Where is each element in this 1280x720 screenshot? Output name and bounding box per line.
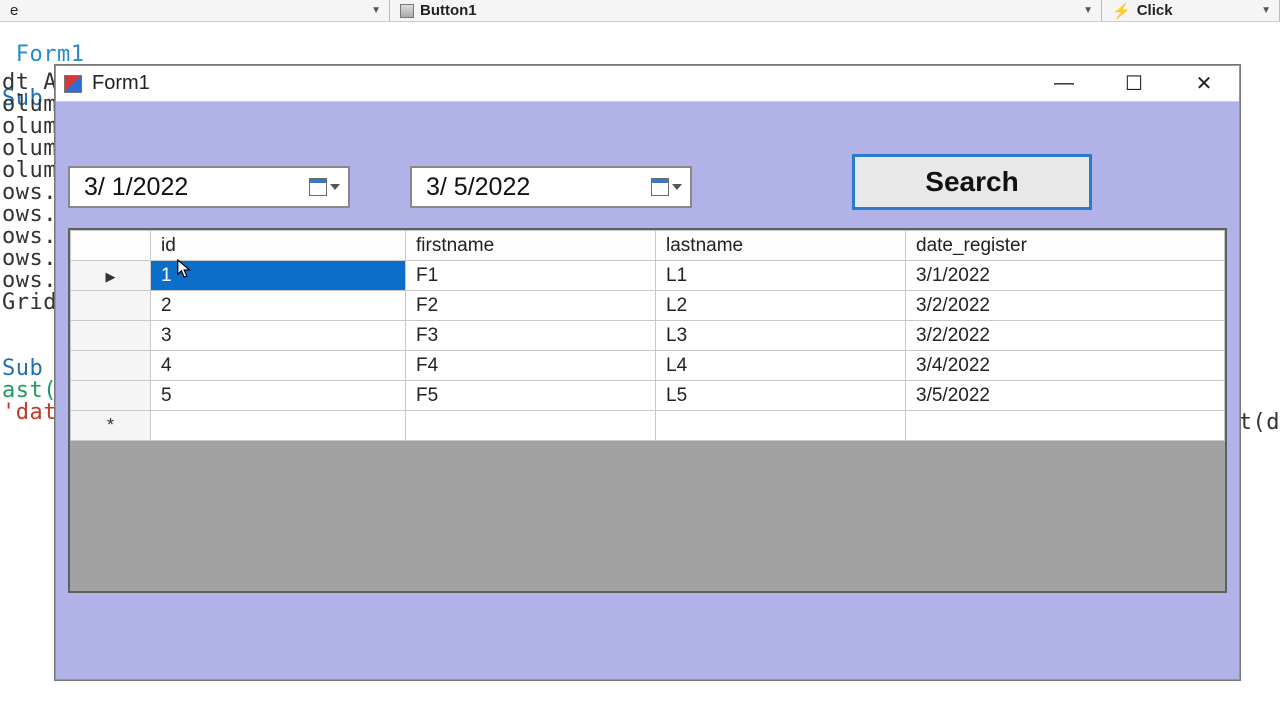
cell-date[interactable]: 3/2/2022 — [906, 321, 1225, 351]
chevron-down-icon: ▼ — [371, 5, 381, 16]
chevron-down-icon — [672, 184, 682, 190]
table-row[interactable]: 1F1L13/1/2022 — [71, 261, 1225, 291]
calendar-icon — [651, 178, 669, 196]
event-selector-text: Click — [1137, 2, 1173, 19]
member-selector-text: Button1 — [420, 2, 477, 19]
form-window: Form1 — ☐ ✕ 3/ 1/2022 3/ 5/2022 — [55, 65, 1240, 680]
lightning-icon: ⚡ — [1112, 2, 1131, 20]
date-from-value: 3/ 1/2022 — [84, 173, 188, 202]
chevron-down-icon: ▼ — [1083, 5, 1093, 16]
maximize-button[interactable]: ☐ — [1099, 66, 1169, 101]
titlebar[interactable]: Form1 — ☐ ✕ — [56, 66, 1239, 102]
cell-firstname[interactable]: F3 — [406, 321, 656, 351]
row-header[interactable] — [71, 351, 151, 381]
close-button[interactable]: ✕ — [1169, 66, 1239, 101]
cell-lastname[interactable]: L3 — [656, 321, 906, 351]
cell-id[interactable]: 1 — [151, 261, 406, 291]
row-header-corner — [71, 231, 151, 261]
window-title: Form1 — [92, 72, 150, 95]
form-body: 3/ 1/2022 3/ 5/2022 Search — [56, 102, 1239, 679]
row-header[interactable] — [71, 321, 151, 351]
table-row[interactable]: 5F5L53/5/2022 — [71, 381, 1225, 411]
row-header[interactable] — [71, 381, 151, 411]
code-classname: Form1 — [2, 42, 84, 67]
date-from-picker[interactable]: 3/ 1/2022 — [68, 166, 350, 208]
chevron-down-icon — [330, 184, 340, 190]
search-button[interactable]: Search — [852, 154, 1092, 210]
cell-id[interactable]: 3 — [151, 321, 406, 351]
date-to-value: 3/ 5/2022 — [426, 173, 530, 202]
search-button-label: Search — [925, 166, 1018, 198]
cell-lastname[interactable]: L5 — [656, 381, 906, 411]
ide-toolbar: e ▼ Button1 ▼ ⚡ Click ▼ — [0, 0, 1280, 22]
cell-date[interactable]: 3/4/2022 — [906, 351, 1225, 381]
cell-firstname[interactable]: F2 — [406, 291, 656, 321]
calendar-icon — [309, 178, 327, 196]
datagrid[interactable]: id firstname lastname date_register 1F1L… — [68, 228, 1227, 593]
datagrid-empty-area — [70, 441, 1225, 591]
class-selector-text: e — [10, 2, 18, 19]
code-right-fragment: t(d — [1239, 412, 1280, 434]
cell-id[interactable]: 2 — [151, 291, 406, 321]
cell-lastname[interactable]: L4 — [656, 351, 906, 381]
minimize-button[interactable]: — — [1029, 66, 1099, 101]
cell-firstname[interactable]: F5 — [406, 381, 656, 411]
table-row[interactable]: 2F2L23/2/2022 — [71, 291, 1225, 321]
cell-lastname[interactable]: L1 — [656, 261, 906, 291]
cell-firstname[interactable]: F1 — [406, 261, 656, 291]
member-selector-combo[interactable]: Button1 ▼ — [390, 0, 1102, 21]
cell-id[interactable]: 5 — [151, 381, 406, 411]
header-row: id firstname lastname date_register — [71, 231, 1225, 261]
chevron-down-icon: ▼ — [1261, 5, 1271, 16]
component-icon — [400, 4, 414, 18]
class-selector-combo[interactable]: e ▼ — [0, 0, 390, 21]
search-row: 3/ 1/2022 3/ 5/2022 Search — [68, 164, 1227, 210]
cell-lastname[interactable]: L2 — [656, 291, 906, 321]
cell-id[interactable]: 4 — [151, 351, 406, 381]
form-icon — [64, 75, 82, 93]
column-header-firstname[interactable]: firstname — [406, 231, 656, 261]
event-selector-combo[interactable]: ⚡ Click ▼ — [1102, 0, 1280, 21]
row-header[interactable] — [71, 261, 151, 291]
date-to-picker[interactable]: 3/ 5/2022 — [410, 166, 692, 208]
column-header-date[interactable]: date_register — [906, 231, 1225, 261]
new-row[interactable] — [71, 411, 1225, 441]
cell-date[interactable]: 3/5/2022 — [906, 381, 1225, 411]
column-header-id[interactable]: id — [151, 231, 406, 261]
row-header[interactable] — [71, 291, 151, 321]
column-header-lastname[interactable]: lastname — [656, 231, 906, 261]
cell-firstname[interactable]: F4 — [406, 351, 656, 381]
table-row[interactable]: 4F4L43/4/2022 — [71, 351, 1225, 381]
cell-date[interactable]: 3/1/2022 — [906, 261, 1225, 291]
code-left-margin: dt Aolumolumolumolumows.ows.ows.ows.ows.… — [2, 72, 57, 424]
table-row[interactable]: 3F3L33/2/2022 — [71, 321, 1225, 351]
cell-date[interactable]: 3/2/2022 — [906, 291, 1225, 321]
row-header[interactable] — [71, 411, 151, 441]
